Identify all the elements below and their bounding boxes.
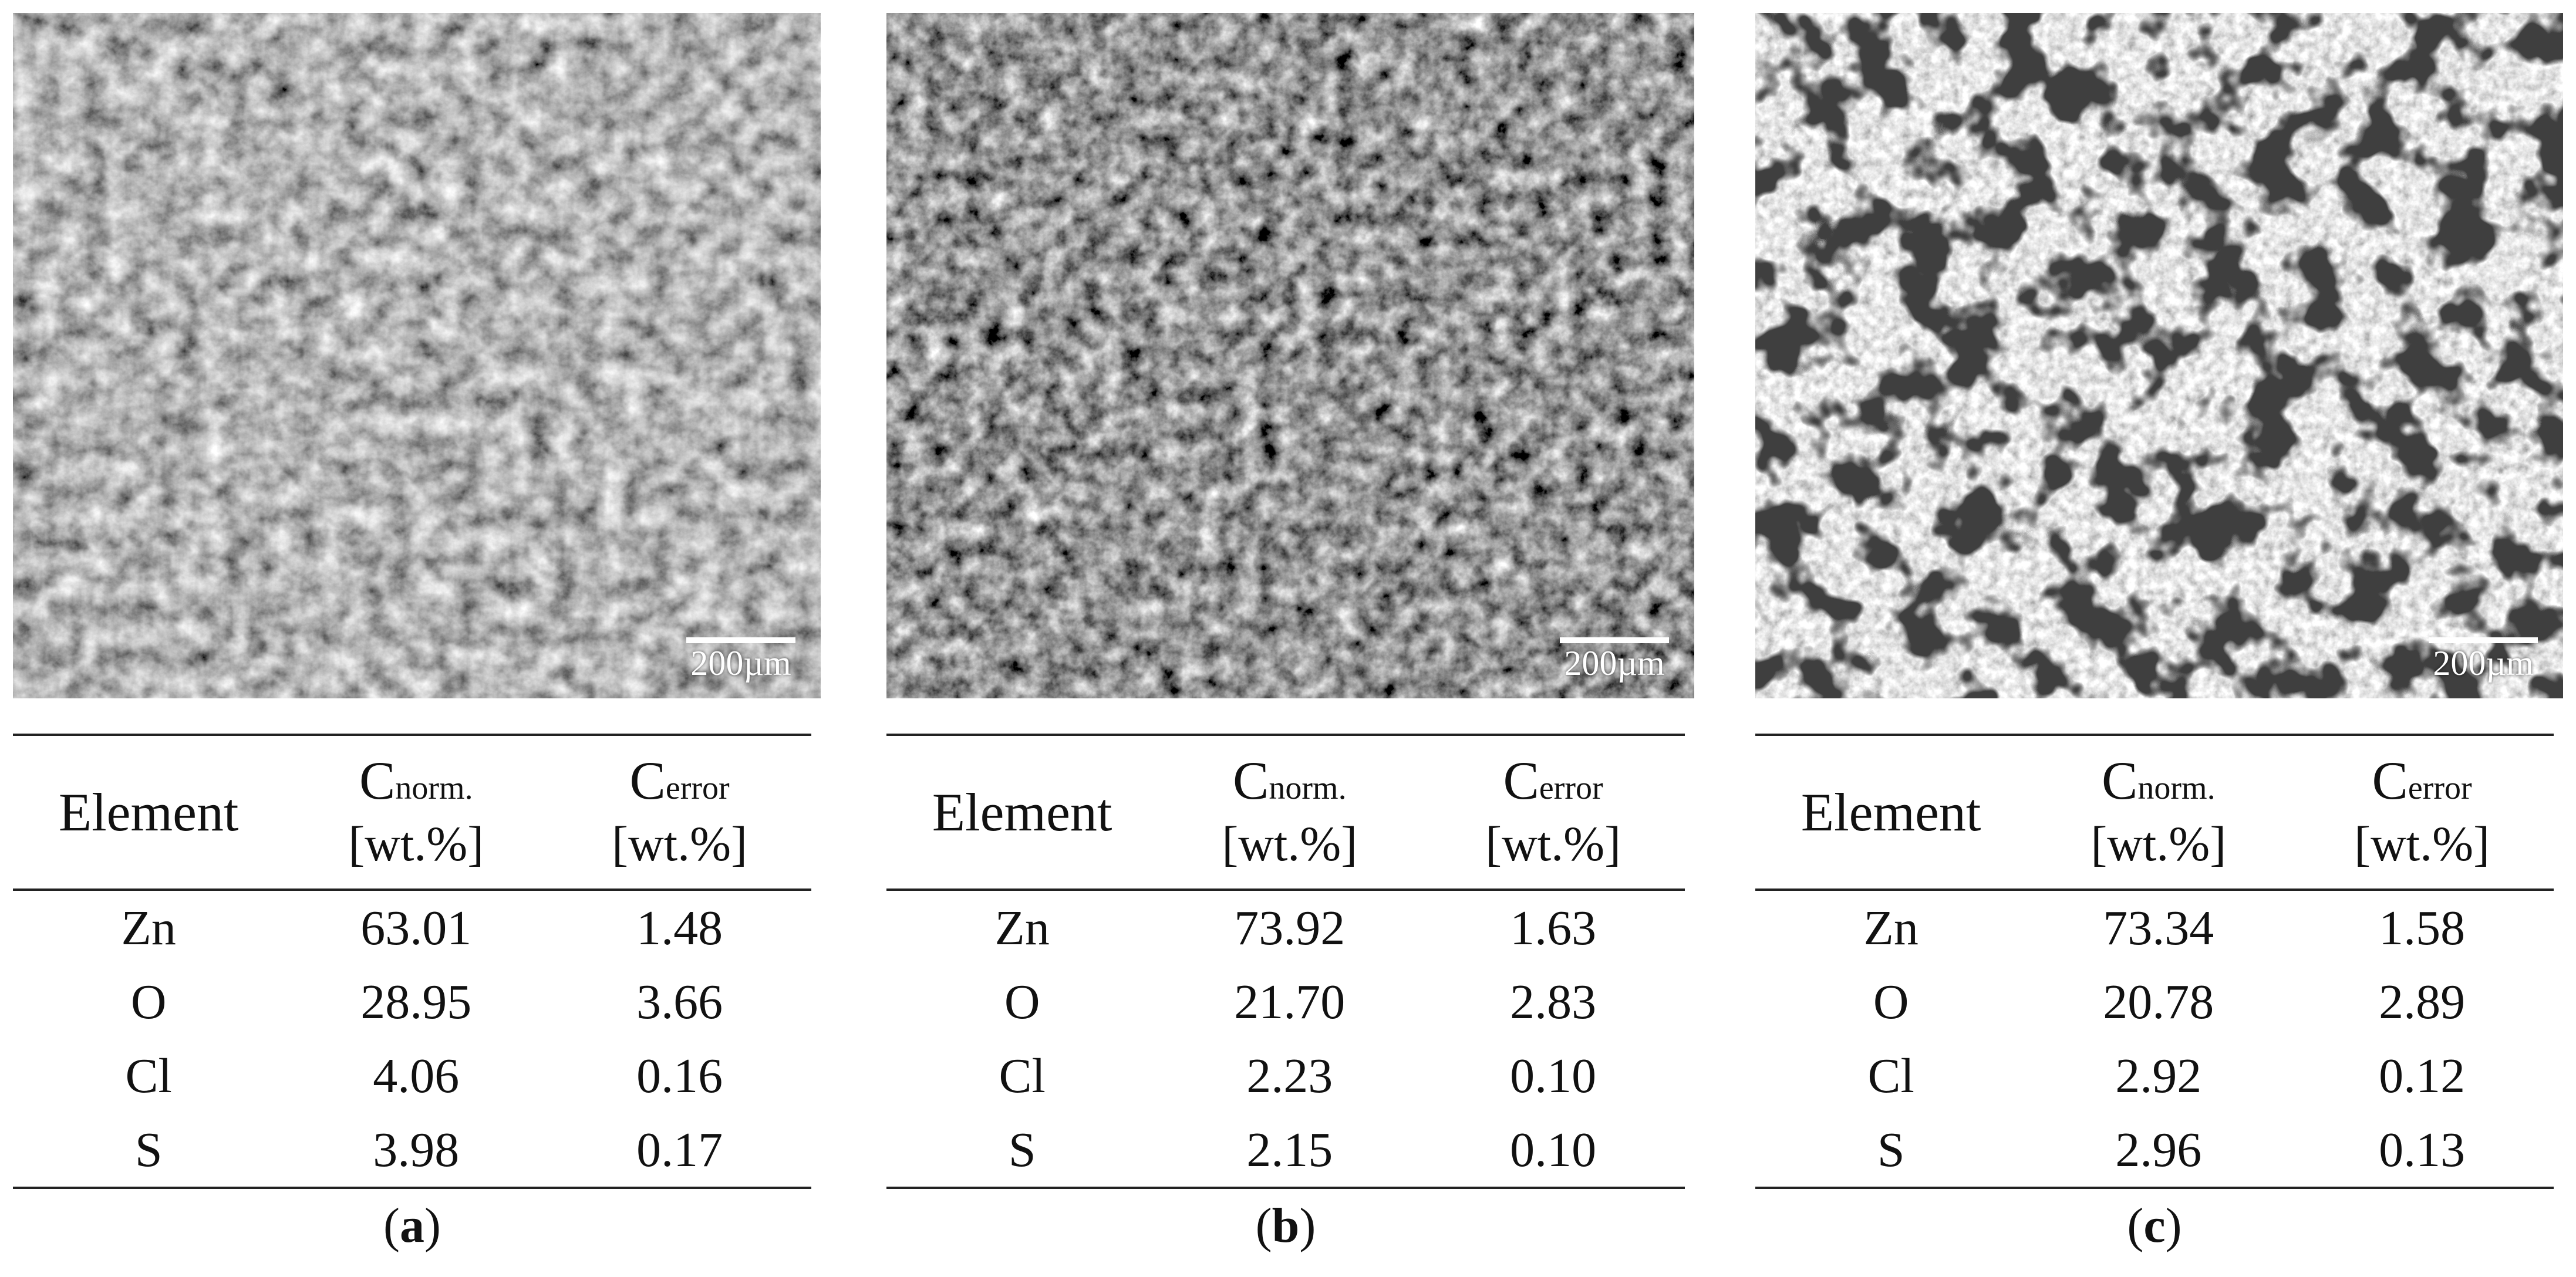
cell-norm: 4.06 [373, 1048, 460, 1103]
cell-error: 0.16 [636, 1048, 723, 1103]
eds-table-c: Element Cnorm. [wt.%] Cerror [wt.%] Zn 73… [1755, 734, 2554, 1189]
cell-error: 0.10 [1510, 1048, 1597, 1103]
cell-norm: 28.95 [360, 974, 472, 1029]
table-row: S 2.15 0.10 [886, 1113, 1685, 1188]
cell-error: 0.17 [636, 1122, 723, 1177]
scale-bar-line [686, 637, 795, 643]
table-row: O 28.95 3.66 [13, 965, 811, 1039]
sem-micrograph-b: 200µm [886, 13, 1694, 698]
sem-micrograph-a: 200µm [13, 13, 821, 698]
panel-c: 200µm Element Cnorm. [wt.%] Cerror [wt.%… [1755, 0, 2565, 1277]
cell-error: 2.89 [2379, 974, 2466, 1029]
panel-caption: (c) [2127, 1198, 2182, 1253]
cell-error: 0.10 [1510, 1122, 1597, 1177]
table-row: O 20.78 2.89 [1755, 965, 2554, 1039]
table-header-row: Element Cnorm. [wt.%] Cerror [wt.%] [1755, 735, 2554, 890]
scale-bar-line [1560, 637, 1669, 643]
header-c-norm: Cnorm. [wt.%] [1222, 750, 1358, 871]
table-row: Cl 2.92 0.12 [1755, 1039, 2554, 1113]
header-c-error: Cerror [wt.%] [1485, 750, 1621, 871]
cell-element: Zn [121, 900, 176, 955]
panel-b: 200µm Element Cnorm. [wt.%] Cerror [wt.%… [886, 0, 1697, 1277]
scale-bar: 200µm [2425, 637, 2542, 681]
cell-norm: 73.34 [2103, 900, 2214, 955]
cell-error: 0.12 [2379, 1048, 2466, 1103]
header-element: Element [932, 782, 1112, 842]
cell-error: 2.83 [1510, 974, 1597, 1029]
sem-micrograph-c: 200µm [1755, 13, 2563, 698]
cell-element: O [130, 974, 167, 1029]
cell-element: S [134, 1122, 163, 1177]
cell-norm: 2.23 [1246, 1048, 1333, 1103]
eds-table-b: Element Cnorm. [wt.%] Cerror [wt.%] Zn 73… [886, 734, 1685, 1189]
panel-a: 200µm Element Cnorm. [wt.%] Cerror [wt.%… [13, 0, 823, 1277]
header-element: Element [1800, 782, 1981, 842]
cell-error: 1.58 [2379, 900, 2466, 955]
cell-error: 0.13 [2379, 1122, 2466, 1177]
table-row: S 2.96 0.13 [1755, 1113, 2554, 1188]
table-header-row: Element Cnorm. [wt.%] Cerror [wt.%] [13, 735, 811, 890]
cell-element: Zn [994, 900, 1050, 955]
cell-element: Cl [1867, 1048, 1914, 1103]
table-row: O 21.70 2.83 [886, 965, 1685, 1039]
table-row: Zn 63.01 1.48 [13, 890, 811, 965]
panel-caption: (b) [1255, 1198, 1316, 1253]
table-row: S 3.98 0.17 [13, 1113, 811, 1188]
header-c-norm: Cnorm. [wt.%] [348, 750, 484, 871]
scale-bar-label: 200µm [2433, 644, 2534, 683]
cell-error: 3.66 [636, 974, 723, 1029]
header-c-error: Cerror [wt.%] [612, 750, 748, 871]
table-row: Zn 73.34 1.58 [1755, 890, 2554, 965]
cell-element: S [1877, 1122, 1905, 1177]
header-element: Element [58, 782, 239, 842]
cell-element: Cl [999, 1048, 1046, 1103]
cell-norm: 63.01 [360, 900, 472, 955]
cell-norm: 3.98 [373, 1122, 460, 1177]
cell-element: S [1008, 1122, 1036, 1177]
cell-norm: 20.78 [2103, 974, 2214, 1029]
table-row: Cl 2.23 0.10 [886, 1039, 1685, 1113]
cell-norm: 21.70 [1234, 974, 1346, 1029]
table-row: Zn 73.92 1.63 [886, 890, 1685, 965]
scale-bar: 200µm [682, 637, 800, 681]
cell-norm: 73.92 [1234, 900, 1346, 955]
cell-element: Cl [125, 1048, 172, 1103]
cell-error: 1.48 [636, 900, 723, 955]
cell-element: Zn [1863, 900, 1918, 955]
table-row: Cl 4.06 0.16 [13, 1039, 811, 1113]
table-header-row: Element Cnorm. [wt.%] Cerror [wt.%] [886, 735, 1685, 890]
cell-norm: 2.15 [1246, 1122, 1333, 1177]
cell-element: O [1873, 974, 1909, 1029]
scale-bar: 200µm [1556, 637, 1673, 681]
header-c-error: Cerror [wt.%] [2354, 750, 2490, 871]
cell-element: O [1004, 974, 1040, 1029]
scale-bar-line [2429, 637, 2538, 643]
scale-bar-label: 200µm [1564, 644, 1665, 683]
header-c-norm: Cnorm. [wt.%] [2091, 750, 2227, 871]
cell-error: 1.63 [1510, 900, 1597, 955]
eds-table-a: Element Cnorm. [wt.%] Cerror [wt.%] Zn 63… [13, 734, 811, 1189]
panel-caption: (a) [383, 1198, 441, 1253]
cell-norm: 2.92 [2115, 1048, 2202, 1103]
cell-norm: 2.96 [2115, 1122, 2202, 1177]
scale-bar-label: 200µm [690, 644, 791, 683]
